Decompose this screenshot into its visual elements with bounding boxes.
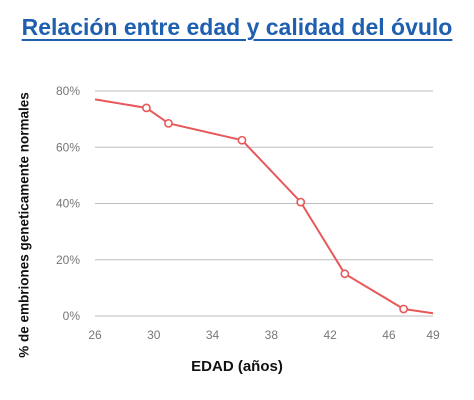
y-tick-label: 40% <box>56 197 80 211</box>
data-point-4 <box>296 197 306 207</box>
data-point-1 <box>142 103 151 113</box>
x-tick-label: 42 <box>323 328 337 342</box>
x-axis-label: EDAD (años) <box>191 358 283 375</box>
x-tick-label: 49 <box>426 328 440 342</box>
data-point-2 <box>164 118 173 128</box>
data-point-3 <box>237 135 247 145</box>
data-series <box>94 98 434 315</box>
data-point-6 <box>399 304 409 314</box>
x-tick-label: 30 <box>147 328 161 342</box>
y-tick-label: 80% <box>56 84 80 98</box>
gridlines <box>95 90 433 317</box>
y-tick-label: 20% <box>56 253 80 267</box>
y-tick-label: 0% <box>63 309 81 323</box>
x-tick-label: 34 <box>206 328 220 342</box>
x-tick-labels: 26 30 34 38 42 46 49 <box>88 328 440 342</box>
y-tick-label: 60% <box>56 140 80 154</box>
x-tick-label: 46 <box>382 328 396 342</box>
data-point-5 <box>340 269 350 279</box>
chart-title: Relación entre edad y calidad del óvulo <box>21 14 453 40</box>
x-tick-label: 26 <box>88 328 102 342</box>
x-tick-label: 38 <box>265 328 279 342</box>
y-tick-labels: 0% 20% 40% 60% 80% <box>56 84 80 323</box>
series-line <box>94 98 434 315</box>
